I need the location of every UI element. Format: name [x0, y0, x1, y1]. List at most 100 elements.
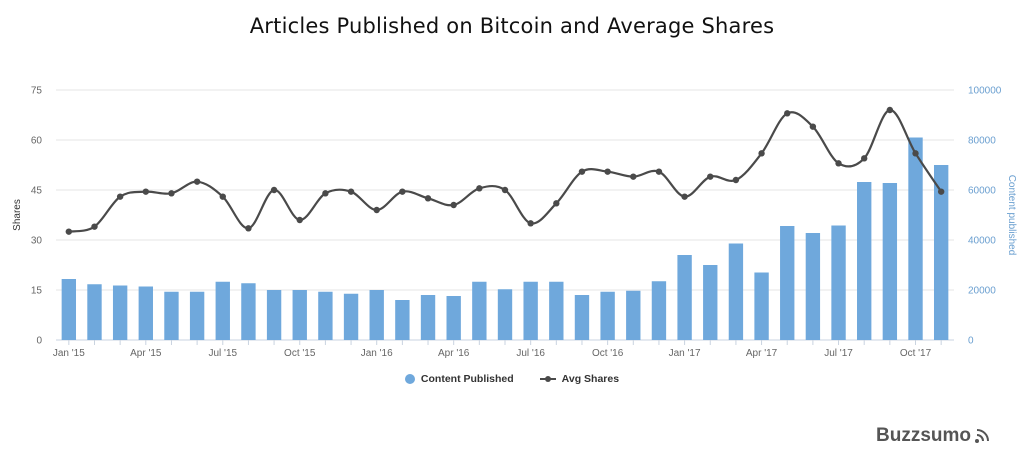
legend-marker-line: [539, 374, 556, 384]
x-tick-label: Jul '15: [208, 348, 237, 359]
bar: [61, 279, 77, 340]
x-tick-label: Jan '16: [361, 348, 393, 359]
bar: [189, 291, 205, 340]
line-point: [861, 155, 868, 162]
bar: [420, 295, 436, 340]
legend-label-avg-shares: Avg Shares: [561, 373, 620, 385]
bar: [497, 289, 513, 340]
bar: [369, 290, 384, 340]
legend-item-avg-shares[interactable]: Avg Shares: [539, 373, 620, 385]
bar: [908, 137, 923, 340]
y-left-tick-label: 30: [31, 236, 43, 247]
line-point: [322, 190, 329, 197]
bar: [318, 291, 333, 340]
bar: [574, 295, 590, 340]
bar: [87, 284, 102, 340]
line-point: [809, 123, 817, 130]
line-point: [912, 150, 919, 157]
line-point: [707, 173, 714, 180]
bar: [805, 233, 821, 340]
line-point: [450, 201, 457, 209]
line-point: [578, 168, 586, 175]
line-point: [399, 188, 406, 195]
bar: [343, 293, 359, 340]
line-point: [553, 200, 560, 207]
bar: [754, 272, 769, 340]
y-right-tick-label: 0: [968, 336, 974, 347]
x-tick-label: Oct '17: [900, 348, 932, 359]
bar: [164, 291, 179, 340]
bar: [292, 290, 307, 340]
line-series: [65, 106, 945, 235]
bar: [600, 291, 615, 340]
wifi-signal-icon: [975, 429, 989, 443]
y-left-tick-label: 60: [31, 136, 43, 147]
line-point: [142, 188, 149, 195]
line-point: [681, 193, 688, 200]
bar: [215, 281, 230, 340]
bar: [395, 300, 410, 340]
y-right-tick-label: 100000: [968, 86, 1002, 97]
legend-item-content-published[interactable]: Content Published: [404, 373, 514, 385]
bar: [857, 182, 872, 340]
x-tick-label: Jul '17: [824, 348, 853, 359]
bar: [138, 286, 153, 340]
y-right-tick-label: 60000: [968, 186, 996, 197]
bar: [523, 281, 538, 340]
line-point: [476, 185, 483, 192]
line-point: [270, 186, 278, 194]
bar: [933, 165, 949, 340]
y-left-tick-label: 15: [31, 286, 43, 297]
bar: [703, 265, 718, 340]
bar: [780, 226, 795, 340]
line-point: [758, 150, 765, 157]
x-tick-label: Apr '17: [746, 348, 778, 359]
line-point: [219, 193, 226, 200]
line-point: [630, 173, 637, 180]
bar: [728, 243, 744, 340]
legend-label-content-published: Content Published: [420, 373, 514, 385]
line-point: [784, 110, 791, 117]
x-tick-label: Oct '15: [284, 348, 316, 359]
bar: [677, 255, 692, 340]
bar: [446, 296, 461, 340]
y-left-tick-label: 0: [36, 336, 42, 347]
brand-logo: Buzzsumo: [876, 425, 990, 447]
bar: [882, 183, 898, 340]
line-point: [835, 160, 842, 167]
line-point: [193, 178, 201, 185]
y-left-tick-label: 75: [31, 86, 43, 97]
line-point: [604, 168, 611, 175]
line-point: [424, 195, 432, 202]
x-tick-label: Jul '16: [516, 348, 545, 359]
bar: [472, 281, 487, 340]
bar: [831, 225, 846, 340]
line-point: [501, 186, 509, 194]
bar-series: [61, 137, 949, 340]
brand-name: Buzzsumo: [876, 425, 971, 446]
line-point: [732, 176, 740, 184]
line-point: [296, 216, 303, 224]
bar: [626, 290, 641, 340]
x-tick-label: Oct '16: [592, 348, 624, 359]
line-point: [527, 220, 534, 227]
line-point: [116, 193, 124, 200]
bar: [549, 281, 564, 340]
x-tick-label: Apr '15: [130, 348, 162, 359]
bar: [266, 290, 282, 340]
y-right-axis-title: Content published: [1006, 175, 1017, 256]
line-point: [245, 225, 252, 232]
line-point: [347, 188, 355, 195]
y-right-tick-label: 40000: [968, 236, 996, 247]
line-point: [937, 188, 945, 195]
bar: [651, 281, 667, 340]
bar: [241, 283, 256, 340]
line-point: [655, 168, 663, 175]
bar: [112, 285, 128, 340]
legend-marker-bar: [404, 374, 415, 384]
axes: 0 15 30 45 60 75 0 20000 40000 60000 80000 100000 Sh…: [12, 86, 1017, 360]
y-left-tick-label: 45: [31, 186, 43, 197]
x-tick-label: Jan '15: [53, 348, 85, 359]
